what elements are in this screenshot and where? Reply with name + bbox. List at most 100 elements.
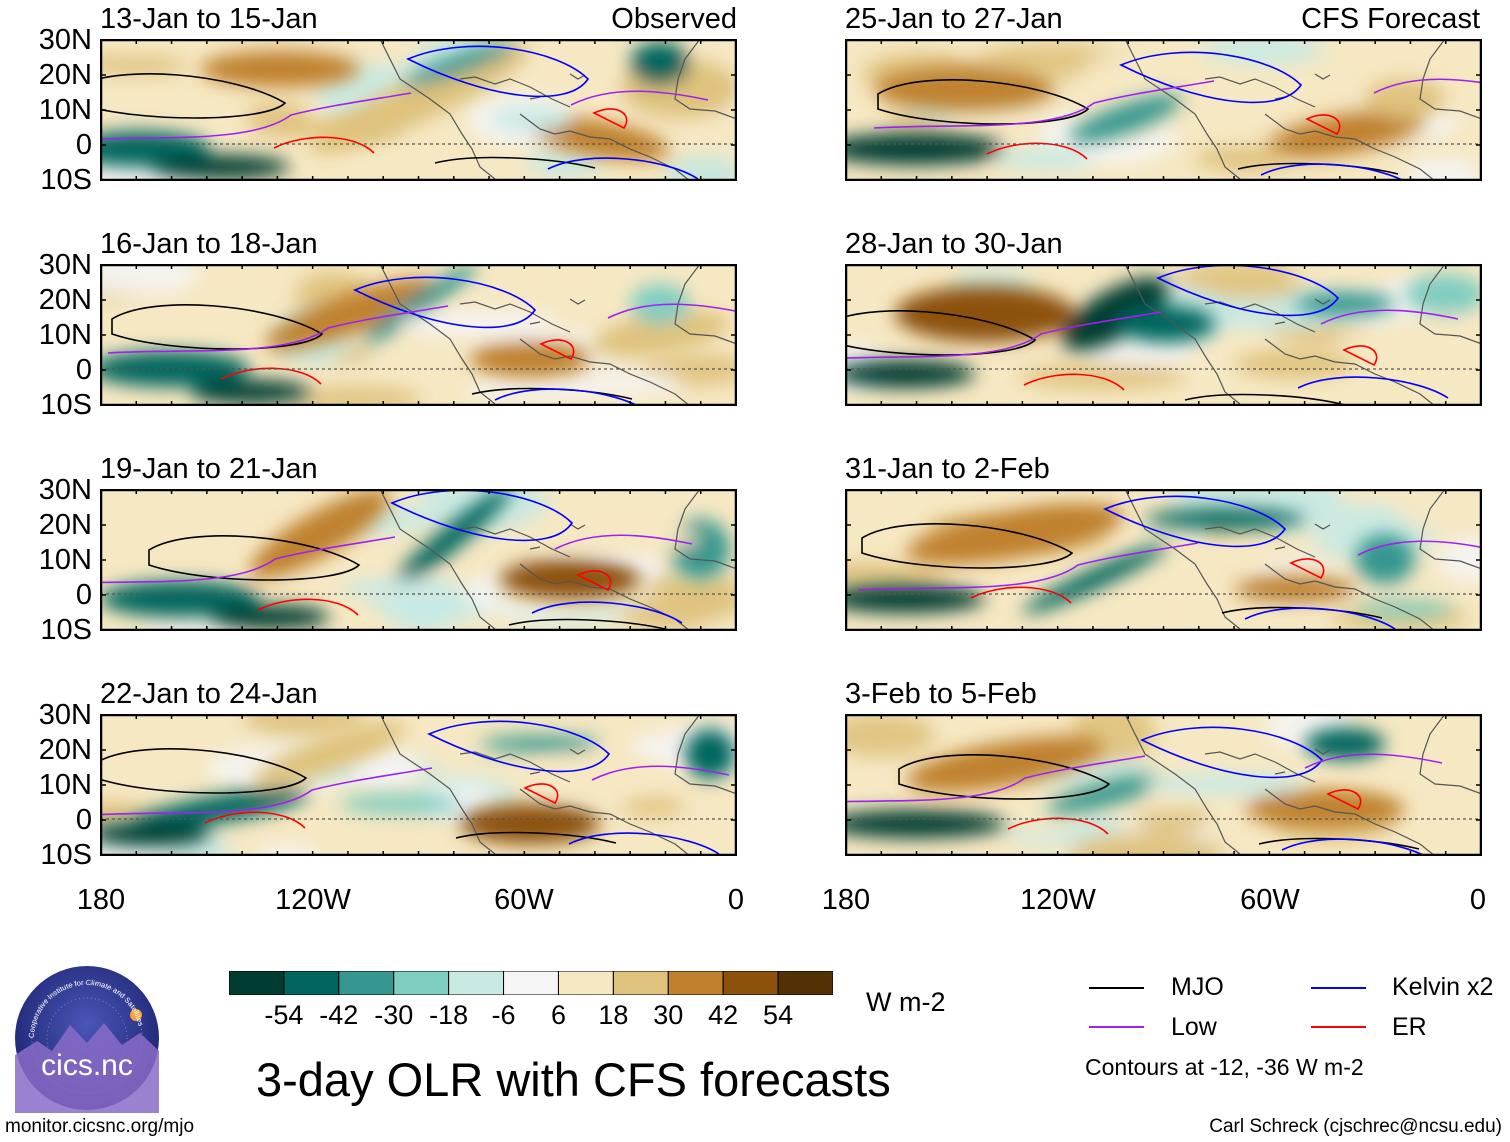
coastline	[379, 714, 737, 856]
olr-anomaly	[190, 380, 310, 404]
olr-anomaly	[530, 117, 670, 161]
wave-contour	[1260, 163, 1406, 181]
wave-contour	[873, 80, 1215, 129]
wave-contour	[1184, 393, 1346, 406]
wave-contour	[576, 570, 612, 592]
colorbar-swatch	[722, 971, 779, 995]
olr-anomaly	[340, 794, 460, 814]
wave-contour	[100, 73, 287, 119]
olr-patch	[1289, 264, 1403, 298]
colorbar-tick-label: -18	[429, 1000, 469, 1030]
wave-contour	[273, 136, 375, 154]
lat-label-10n: 10N	[38, 769, 92, 801]
olr-anomaly	[685, 729, 735, 779]
lat-label-0: 0	[75, 579, 92, 611]
olr-anomaly	[400, 312, 560, 336]
wave-contour	[1320, 309, 1459, 325]
wave-contour	[1297, 376, 1449, 399]
lat-label-30n: 30N	[38, 699, 92, 731]
contour-note: Contours at -12, -36 W m-2	[1085, 1054, 1364, 1080]
olr-anomaly	[590, 310, 730, 358]
wave-contour	[100, 536, 396, 584]
wave-contour	[845, 755, 1146, 803]
footer-credit: Carl Schreck (cjschrec@ncsu.edu)	[1209, 1116, 1502, 1137]
olr-anomaly	[540, 527, 700, 551]
wave-contour	[986, 142, 1088, 160]
colorbar-tick-label: -54	[264, 1000, 304, 1030]
olr-patch	[563, 371, 682, 396]
wave-contour	[898, 754, 1111, 800]
wave-contour	[1140, 726, 1324, 779]
panel-title-8: 3-Feb to 5-Feb	[845, 678, 1037, 710]
olr-anomaly	[254, 721, 406, 787]
coastline	[1124, 714, 1482, 856]
olr-anomaly	[1068, 94, 1182, 144]
colorbar-tick-label: -42	[319, 1000, 359, 1030]
olr-anomaly	[1061, 277, 1169, 351]
colorbar-swatch	[338, 971, 395, 995]
olr-patch	[1068, 831, 1224, 856]
wave-contour	[1281, 838, 1427, 856]
wave-contour	[406, 45, 590, 98]
wave-contour	[1357, 540, 1482, 556]
figure-title: 3-day OLR with CFS forecasts	[256, 1053, 891, 1106]
olr-anomaly	[995, 149, 1095, 169]
colorbar-swatch	[283, 971, 340, 995]
wave-contour	[1326, 789, 1362, 811]
olr-patch	[845, 562, 948, 593]
olr-anomaly	[1022, 543, 1168, 615]
olr-anomaly	[1365, 79, 1445, 119]
panel-title-7: 31-Jan to 2-Feb	[845, 453, 1050, 485]
wave-contour	[1342, 345, 1378, 367]
olr-patch	[1398, 489, 1482, 540]
lat-label-20n: 20N	[38, 284, 92, 316]
olr-anomaly	[403, 41, 517, 87]
lat-label-30n: 30N	[38, 474, 92, 506]
map-panel-1	[100, 39, 737, 181]
olr-anomaly	[388, 489, 512, 592]
lat-label-10n: 10N	[38, 319, 92, 351]
colorbar-units: W m-2	[866, 987, 946, 1017]
olr-patch	[622, 796, 684, 818]
wave-contour	[455, 831, 617, 844]
map-panel-5	[845, 39, 1482, 181]
olr-anomaly	[906, 736, 1104, 792]
olr-anomaly	[1355, 601, 1455, 617]
olr-patch	[1080, 51, 1170, 102]
coastline	[1124, 264, 1482, 406]
wave-contour	[434, 156, 596, 169]
wave-contour	[100, 92, 412, 140]
olr-anomaly	[100, 822, 210, 846]
panel-title-4: 22-Jan to 24-Jan	[100, 678, 318, 710]
legend-label-er: ER	[1392, 1013, 1427, 1041]
colorbar-tick-label: 30	[653, 1000, 684, 1030]
olr-patch	[670, 575, 737, 619]
olr-anomaly	[340, 579, 460, 599]
olr-anomaly	[845, 133, 1005, 165]
olr-anomaly	[1235, 575, 1355, 603]
wave-contour	[861, 523, 1074, 569]
map-panel-3	[100, 489, 737, 631]
logo-text: cics.nc	[41, 1049, 133, 1082]
olr-anomaly	[362, 264, 478, 345]
lon-label-120w-right: 120W	[1020, 884, 1096, 916]
olr-patch	[245, 101, 309, 137]
panel-label-cfs-forecast: CFS Forecast	[1301, 3, 1480, 35]
map-panel-7	[845, 489, 1482, 631]
colorbar-tick-label: 6	[550, 1000, 566, 1030]
olr-patch	[256, 845, 319, 856]
olr-anomaly	[1115, 306, 1215, 342]
lon-label-0-right: 0	[1469, 884, 1487, 916]
olr-patch	[244, 714, 364, 737]
olr-anomaly	[630, 42, 690, 86]
lat-label-30n: 30N	[38, 249, 92, 281]
wave-contour	[970, 586, 1072, 604]
wave-contour	[508, 618, 670, 631]
lat-label-0: 0	[75, 354, 92, 386]
wave-contour	[547, 157, 699, 180]
colorbar-swatch	[777, 971, 833, 995]
olr-anomaly	[845, 810, 1005, 838]
olr-anomaly	[906, 503, 1124, 565]
coastline	[1124, 39, 1482, 181]
coastline	[379, 264, 737, 406]
